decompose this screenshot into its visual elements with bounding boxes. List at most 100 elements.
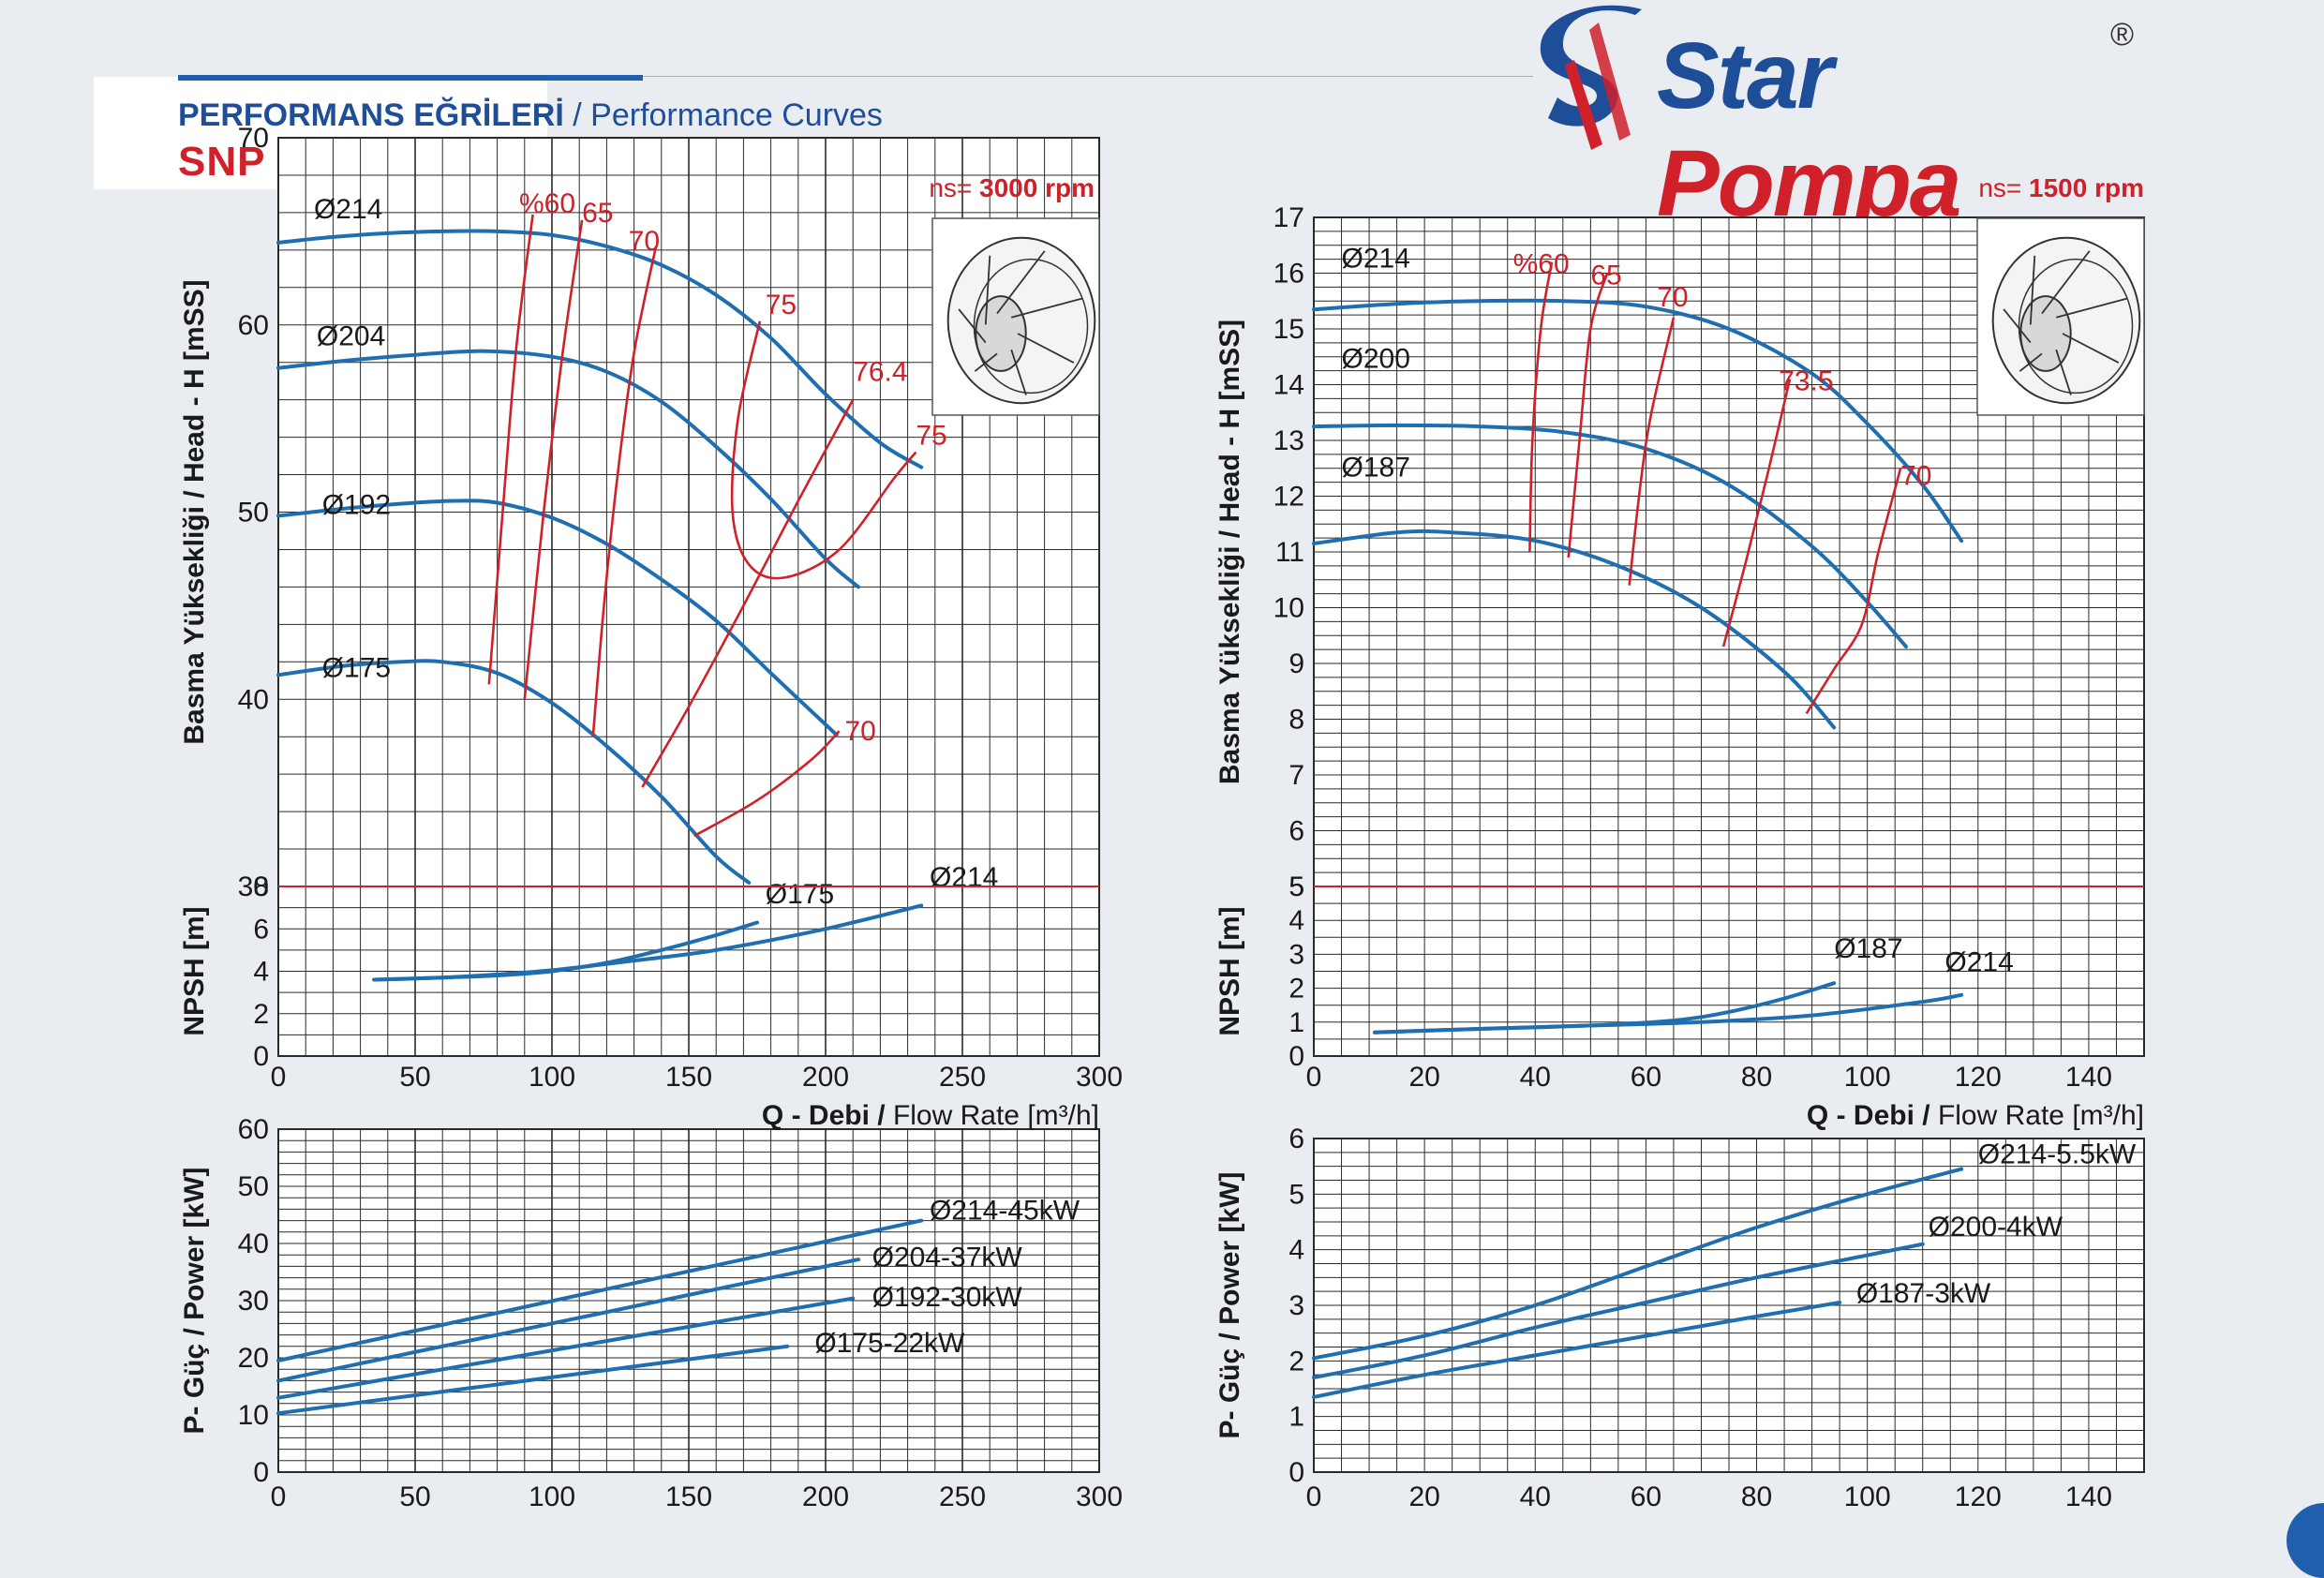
power-x-tick-label: 150 xyxy=(665,1481,712,1512)
speed-value: 1500 rpm xyxy=(2029,173,2144,202)
power-y-tick-label: 0 xyxy=(253,1457,269,1488)
head-y-axis-label: Basma Yüksekliği / Head - H [mSS] xyxy=(179,279,210,744)
speed-value: 3000 rpm xyxy=(979,173,1095,202)
impeller-image xyxy=(931,217,1100,416)
npsh-y-tick-label: 2 xyxy=(1289,974,1304,1005)
title-english: / Performance Curves xyxy=(573,97,883,133)
efficiency-line xyxy=(591,246,658,737)
power-x-tick-label: 60 xyxy=(1631,1481,1661,1512)
power-x-tick-label: 20 xyxy=(1408,1481,1439,1512)
power-y-tick-label: 3 xyxy=(1289,1290,1304,1321)
efficiency-label: %60 xyxy=(1513,249,1570,280)
power-frame xyxy=(1313,1138,2145,1473)
power-x-tick-label: 250 xyxy=(939,1481,986,1512)
npsh-series-label: Ø214 xyxy=(1944,947,2013,978)
power-y-tick-label: 1 xyxy=(1289,1402,1304,1433)
impeller-vane-icon xyxy=(984,255,991,325)
x-axis-label-text: Flow Rate [m³/h] xyxy=(893,1100,1099,1131)
header-accent-bar xyxy=(178,75,643,81)
power-x-tick-label: 40 xyxy=(1520,1481,1551,1512)
x-tick-label: 300 xyxy=(1076,1062,1123,1093)
x-axis-label: Q - Debi / Flow Rate [m³/h] xyxy=(762,1100,1099,1131)
power-y-tick-label: 40 xyxy=(238,1228,269,1259)
npsh-series-curve xyxy=(372,903,924,982)
head-y-tick-label: 12 xyxy=(1274,482,1304,513)
head-y-tick-label: 70 xyxy=(238,123,269,154)
head-series-label: Ø204 xyxy=(317,321,385,352)
speed-prefix: ns= xyxy=(1978,173,2029,202)
npsh-series-label: Ø187 xyxy=(1834,933,1902,964)
x-tick-label: 120 xyxy=(1955,1062,2002,1093)
npsh-panel: 0 2 4 6 8 NPSH [m] Ø175 Ø214 xyxy=(179,862,1100,1072)
power-series-curve xyxy=(1312,1301,1842,1399)
head-series-label: Ø187 xyxy=(1342,453,1410,484)
head-y-tick-label: 16 xyxy=(1274,259,1304,290)
power-x-tick-label: 100 xyxy=(529,1481,575,1512)
impeller-vane-icon xyxy=(2003,308,2032,344)
impeller-vane-icon xyxy=(2055,349,2072,395)
impeller-vane-icon xyxy=(996,250,1046,315)
speed-label: ns= 3000 rpm xyxy=(929,173,1095,202)
head-series-curve xyxy=(1312,298,1964,543)
power-series-curve xyxy=(276,1218,924,1362)
x-tick-label: 150 xyxy=(665,1062,712,1093)
header-divider xyxy=(643,76,1533,77)
efficiency-line xyxy=(487,214,534,685)
npsh-series-curve xyxy=(1373,992,1964,1035)
head-y-tick-label: 13 xyxy=(1274,425,1304,456)
x-tick-label: 200 xyxy=(802,1062,849,1093)
head-y-tick-label: 8 xyxy=(1289,705,1304,736)
head-y-tick-label: 5 xyxy=(1289,871,1304,902)
npsh-y-tick-label: 4 xyxy=(1289,905,1304,936)
x-tick-label: 20 xyxy=(1408,1062,1439,1093)
power-x-tick-label: 80 xyxy=(1741,1481,1772,1512)
power-y-tick-label: 50 xyxy=(238,1171,269,1202)
power-y-tick-label: 5 xyxy=(1289,1179,1304,1210)
power-series-label: Ø214-45kW xyxy=(930,1195,1080,1226)
x-axis-label-bold: Q - Debi / xyxy=(1807,1100,1938,1131)
impeller-vane-icon xyxy=(1010,349,1027,395)
x-tick-label: 0 xyxy=(271,1062,287,1093)
head-y-tick-label: 7 xyxy=(1289,760,1304,791)
power-x-tick-label: 140 xyxy=(2065,1481,2112,1512)
npsh-y-tick-label: 8 xyxy=(253,871,269,902)
head-y-tick-label: 14 xyxy=(1274,370,1304,401)
efficiency-label: 73.5 xyxy=(1779,365,1833,396)
head-series-curve xyxy=(276,659,752,885)
efficiency-label: 70 xyxy=(1900,461,1931,492)
power-y-tick-label: 2 xyxy=(1289,1346,1304,1377)
head-series-label: Ø200 xyxy=(1342,344,1410,375)
npsh-series-label: Ø214 xyxy=(930,862,998,893)
head-series-curve xyxy=(276,349,860,589)
impeller-vane-icon xyxy=(2062,333,2120,364)
efficiency-label: 65 xyxy=(582,198,613,229)
head-y-tick-label: 30 xyxy=(238,871,269,902)
impeller-vane-icon xyxy=(2019,352,2043,372)
head-series-label: Ø175 xyxy=(322,652,391,683)
impeller-shroud-icon xyxy=(2018,258,2134,394)
npsh-y-tick-label: 2 xyxy=(253,999,269,1030)
efficiency-line xyxy=(1721,379,1792,648)
registered-mark: ® xyxy=(2110,17,2135,52)
impeller-eye-icon xyxy=(975,295,1027,372)
efficiency-line xyxy=(641,398,855,788)
efficiency-label: 75 xyxy=(916,421,946,452)
power-x-tick-label: 200 xyxy=(802,1481,849,1512)
x-tick-label: 140 xyxy=(2065,1062,2112,1093)
speed-label: ns= 1500 rpm xyxy=(1978,173,2144,202)
efficiency-label: 70 xyxy=(844,716,875,747)
efficiency-line xyxy=(1528,261,1554,553)
efficiency-line xyxy=(730,320,917,580)
efficiency-line xyxy=(693,730,841,838)
npsh-series-label: Ø175 xyxy=(766,879,834,910)
efficiency-label: 75 xyxy=(766,290,797,320)
efficiency-line xyxy=(1805,468,1902,715)
head-series-label: Ø214 xyxy=(314,194,382,225)
power-x-tick-label: 0 xyxy=(1306,1481,1322,1512)
logo-s-mark-icon xyxy=(1540,5,1642,150)
npsh-y-tick-label: 4 xyxy=(253,957,269,988)
x-axis-label-bold: Q - Debi / xyxy=(762,1100,893,1131)
power-y-tick-label: 30 xyxy=(238,1286,269,1317)
head-series-label: Ø214 xyxy=(1342,244,1410,275)
